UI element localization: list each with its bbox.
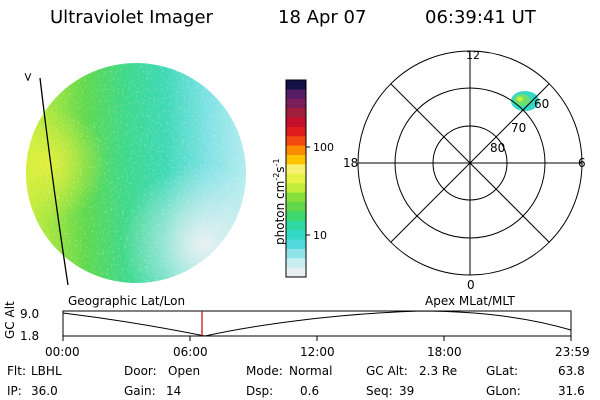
mlat-label-70: 70 [511, 121, 526, 135]
colorbar-swatch [286, 248, 306, 259]
colorbar-swatch [286, 89, 306, 100]
status-value: 36.0 [31, 384, 58, 398]
colorbar-swatch [286, 192, 306, 203]
polar-plot [357, 50, 583, 276]
colorbar-swatch [286, 239, 306, 250]
colorbar-swatch [286, 80, 306, 90]
status-label: Seq: [366, 384, 393, 398]
status-value: Open [168, 364, 201, 378]
colorbar-swatch [286, 211, 306, 222]
date-label: 18 Apr 07 [278, 7, 367, 28]
colorbar-swatch [286, 183, 306, 194]
polar-diagonal [390, 83, 550, 243]
auroral-blob [511, 91, 539, 111]
time-label: 06:39:41 UT [425, 7, 536, 28]
colorbar-swatch [286, 108, 306, 119]
altitude-ylabel: GC Alt [3, 301, 17, 339]
time-tick: 12:00 [300, 345, 335, 359]
colorbar-swatch [286, 230, 306, 241]
time-tick: 23:59 [555, 345, 590, 359]
colorbar-swatch [286, 98, 306, 109]
colorbar [286, 80, 306, 278]
mlt-label-6: 6 [578, 156, 586, 170]
mlt-label-12: 12 [466, 49, 480, 62]
colorbar-swatch [286, 258, 306, 269]
time-tick: 00:00 [45, 345, 80, 359]
apex-label: Apex MLat/MLT [425, 294, 515, 308]
colorbar-label: photon cm-2s-1 [272, 158, 287, 245]
colorbar-swatch [286, 136, 306, 147]
colorbar-frame [285, 79, 307, 278]
altitude-plot [62, 310, 572, 341]
status-label: GLat: [486, 364, 519, 378]
status-value: Normal [289, 364, 333, 378]
status-label: Dsp: [246, 384, 274, 398]
instrument-title: Ultraviolet Imager [50, 7, 213, 28]
mlt-label-0: 0 [467, 278, 475, 292]
status-value: 31.6 [558, 384, 585, 398]
time-tick: 06:00 [173, 345, 208, 359]
colorbar-swatch [286, 201, 306, 212]
altitude-ytick: 1.8 [20, 329, 40, 343]
mlat-label-60: 60 [534, 97, 549, 111]
altitude-ytick: 9.0 [20, 307, 40, 321]
mlat-label-80: 80 [490, 141, 505, 155]
status-value: 39 [399, 384, 415, 398]
status-value: 0.6 [300, 384, 320, 398]
status-label: Door: [124, 364, 157, 378]
altitude-curve [62, 310, 572, 337]
time-tick: 18:00 [427, 345, 462, 359]
geographic-label: Geographic Lat/Lon [68, 294, 186, 308]
status-label: GC Alt: [366, 364, 408, 378]
status-value: LBHL [31, 364, 62, 378]
colorbar-tick-label: 100 [313, 141, 334, 154]
status-label: IP: [7, 384, 22, 398]
image-marker: > [21, 72, 35, 82]
colorbar-tick-label: 10 [313, 229, 327, 242]
status-label: Gain: [124, 384, 156, 398]
uv-earth-image [26, 63, 246, 286]
colorbar-swatch [286, 117, 306, 128]
mlt-label-18: 18 [343, 156, 358, 170]
terminator-line [39, 77, 69, 286]
status-value: 2.3 Re [419, 364, 458, 378]
colorbar-swatch [286, 155, 306, 166]
colorbar-swatch [286, 164, 306, 175]
colorbar-swatch [286, 126, 306, 137]
status-label: Mode: [246, 364, 283, 378]
colorbar-swatch [286, 173, 306, 184]
status-value: 14 [166, 384, 182, 398]
colorbar-swatch [286, 220, 306, 231]
status-value: 63.8 [558, 364, 585, 378]
colorbar-swatch [286, 145, 306, 156]
status-label: GLon: [486, 384, 521, 398]
colorbar-swatch [286, 267, 306, 278]
status-label: Flt: [7, 364, 26, 378]
